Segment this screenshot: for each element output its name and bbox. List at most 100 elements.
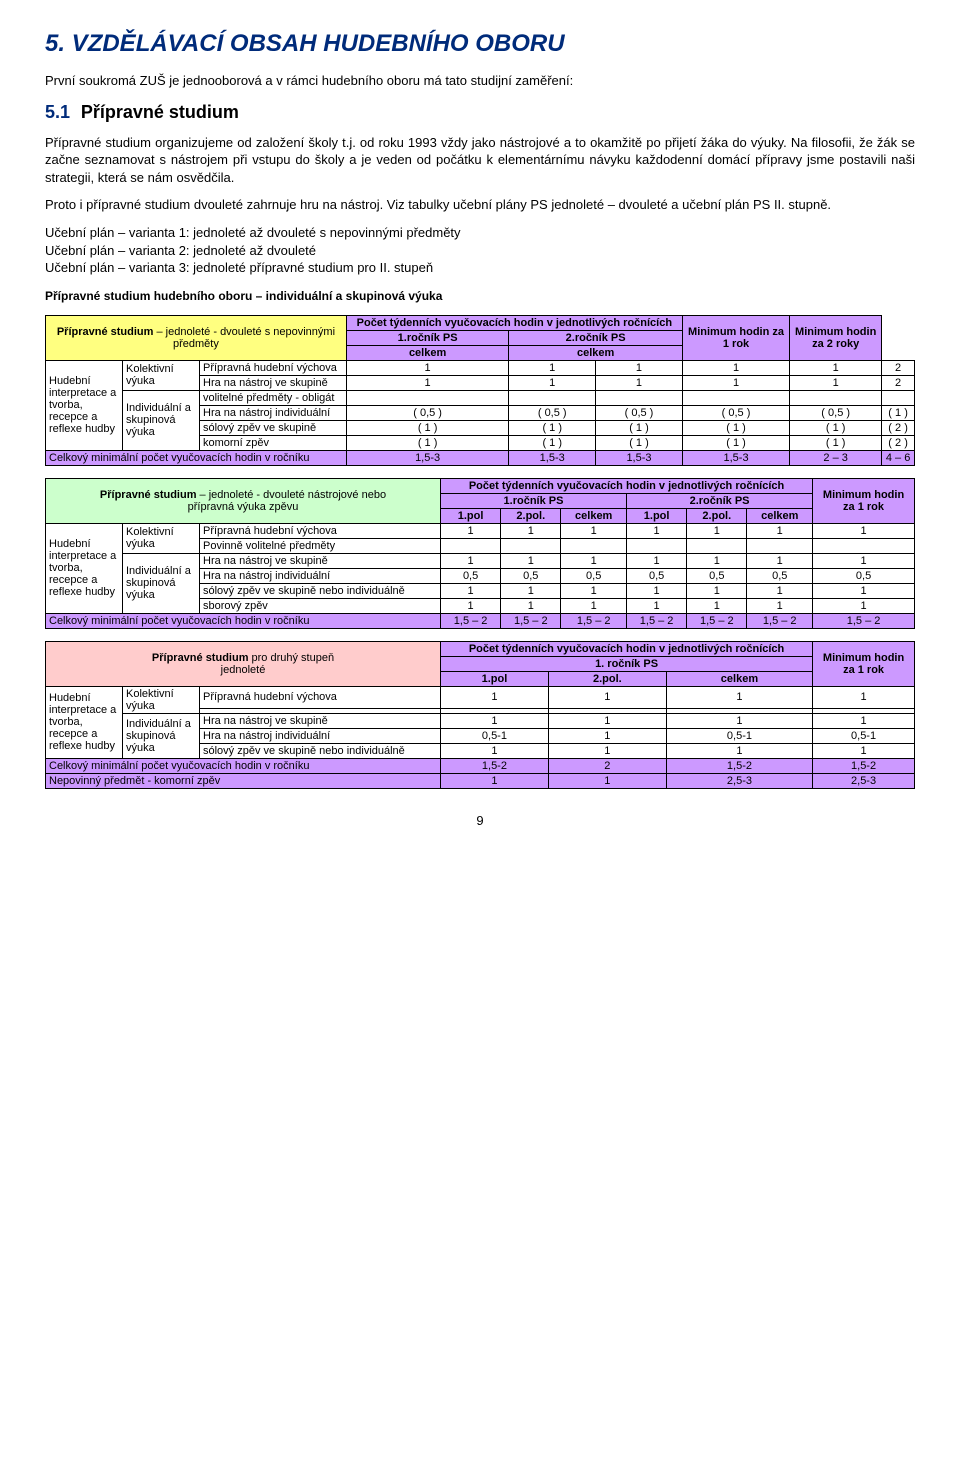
table-cell: 2 xyxy=(882,375,915,390)
total-cell: 1,5-2 xyxy=(441,758,549,773)
table-cell: 1 xyxy=(561,553,627,568)
row-label: volitelné předměty - obligát xyxy=(200,390,347,405)
table-cell: 1 xyxy=(501,523,561,538)
row-label: sólový zpěv ve skupině nebo individuálně xyxy=(200,583,441,598)
subsection-title: Přípravné studium xyxy=(81,102,239,122)
table-cell: ( 1 ) xyxy=(596,435,683,450)
table-cell: 1 xyxy=(441,523,501,538)
table-cell: 0,5-1 xyxy=(441,728,549,743)
table-cell: 1 xyxy=(548,743,666,758)
table-cell: 2 xyxy=(882,360,915,375)
column-header: 2.ročník PS xyxy=(509,330,683,345)
column-subheader: celkem xyxy=(747,508,813,523)
table-cell: 0,5-1 xyxy=(666,728,812,743)
column-header: 1.ročník PS xyxy=(441,493,627,508)
table-cell: 1 xyxy=(441,743,549,758)
table-cell: 1 xyxy=(682,360,789,375)
table-cell: 0,5 xyxy=(501,568,561,583)
table-cell: 0,5 xyxy=(561,568,627,583)
column-header: Minimum hodinza 2 roky xyxy=(790,315,882,360)
total-label: Celkový minimální počet vyučovacích hodi… xyxy=(46,613,441,628)
section-caption: Přípravné studium hudebního oboru – indi… xyxy=(45,289,915,303)
table-cell: 1 xyxy=(627,598,687,613)
total-cell: 1,5 – 2 xyxy=(687,613,747,628)
table-cell: 1 xyxy=(441,686,549,709)
table-cell: 1 xyxy=(596,375,683,390)
table-subtitle: přípravná výuka zpěvu xyxy=(188,501,299,513)
body-paragraph: Učební plán – varianta 2: jednoleté až d… xyxy=(45,242,915,260)
table-cell: 1 xyxy=(501,583,561,598)
table-cell: 1 xyxy=(747,553,813,568)
table-cell: 0,5-1 xyxy=(813,728,915,743)
page-heading: 5. VZDĚLÁVACÍ OBSAH HUDEBNÍHO OBORU xyxy=(45,30,915,58)
row-label: Přípravná hudební výchova xyxy=(200,360,347,375)
row-label: sólový zpěv ve skupině xyxy=(200,420,347,435)
row-label: Přípravná hudební výchova xyxy=(200,686,441,709)
table-cell: ( 1 ) xyxy=(790,435,882,450)
table-subtitle: – jednoleté - dvouleté s nepovinnými xyxy=(156,326,335,338)
table-cell: 1 xyxy=(687,553,747,568)
table-cell: 1 xyxy=(501,598,561,613)
body-paragraph: Učební plán – varianta 3: jednoleté příp… xyxy=(45,259,915,277)
total-cell: 1,5-3 xyxy=(346,450,508,465)
table-cell: 1 xyxy=(687,523,747,538)
row-label: Hra na nástroj individuální xyxy=(200,728,441,743)
column-group-header: Počet týdenních vyučovacích hodin v jedn… xyxy=(441,478,813,493)
table-title: Přípravné studium xyxy=(100,489,197,501)
row-label: Hra na nástroj individuální xyxy=(200,568,441,583)
table-cell: 1 xyxy=(813,553,915,568)
table-cell: ( 1 ) xyxy=(346,420,508,435)
table-cell: ( 0,5 ) xyxy=(790,405,882,420)
table-cell: 1 xyxy=(561,583,627,598)
table-subtitle: pro druhý stupeň xyxy=(252,652,335,664)
row-label: sólový zpěv ve skupině nebo individuálně xyxy=(200,743,441,758)
subsection-heading: 5.1 Přípravné studium xyxy=(45,100,915,124)
table-cell: 1 xyxy=(561,523,627,538)
table-cell: ( 1 ) xyxy=(682,435,789,450)
total-cell: 1,5-3 xyxy=(509,450,596,465)
extra-cell: 1 xyxy=(548,773,666,788)
row-label: komorní zpěv xyxy=(200,435,347,450)
column-header: Minimum hodinza 1 rok xyxy=(813,641,915,686)
table-cell: 1 xyxy=(813,713,915,728)
total-cell: 1,5 – 2 xyxy=(747,613,813,628)
table-cell: 0,5 xyxy=(627,568,687,583)
table-cell: ( 1 ) xyxy=(509,435,596,450)
table-cell: 1 xyxy=(813,598,915,613)
body-paragraph: Učební plán – varianta 1: jednoleté až d… xyxy=(45,224,915,242)
table-cell: 1 xyxy=(596,360,683,375)
row-group-label: Kolektivní výuka xyxy=(123,360,200,390)
table-cell: 1 xyxy=(509,360,596,375)
table-cell: 1 xyxy=(790,360,882,375)
row-label: sborový zpěv xyxy=(200,598,441,613)
total-cell: 1,5 – 2 xyxy=(813,613,915,628)
table-cell: 1 xyxy=(441,553,501,568)
total-label: Celkový minimální počet vyučovacích hodi… xyxy=(46,758,441,773)
table-cell: ( 0,5 ) xyxy=(682,405,789,420)
table-cell: 1 xyxy=(346,360,508,375)
column-group-header: Počet týdenních vyučovacích hodin v jedn… xyxy=(441,641,813,656)
table-cell: 1 xyxy=(790,375,882,390)
table-cell: 1 xyxy=(441,583,501,598)
table-cell: ( 1 ) xyxy=(596,420,683,435)
total-cell: 1,5-3 xyxy=(596,450,683,465)
table-cell: 1 xyxy=(666,743,812,758)
column-header: Minimum hodin za1 rok xyxy=(682,315,789,360)
subsection-number: 5.1 xyxy=(45,102,70,122)
extra-cell: 1 xyxy=(441,773,549,788)
row-group-label: Hudební interpretace a tvorba, recepce a… xyxy=(46,360,123,450)
table-cell: 1 xyxy=(747,583,813,598)
table-cell: 1 xyxy=(666,713,812,728)
total-cell: 1,5 – 2 xyxy=(501,613,561,628)
table-cell: ( 0,5 ) xyxy=(509,405,596,420)
total-cell: 1,5-3 xyxy=(682,450,789,465)
extra-cell: 2,5-3 xyxy=(813,773,915,788)
table-cell: 1 xyxy=(548,686,666,709)
column-subheader: 1.pol xyxy=(627,508,687,523)
table-cell: 1 xyxy=(813,523,915,538)
table-plan-1: Přípravné studium – jednoleté - dvouleté… xyxy=(45,315,915,466)
total-cell: 1,5 – 2 xyxy=(561,613,627,628)
row-label: Povinně volitelné předměty xyxy=(200,538,441,553)
table-cell: 1 xyxy=(501,553,561,568)
table-plan-2: Přípravné studium – jednoleté - dvouleté… xyxy=(45,478,915,629)
